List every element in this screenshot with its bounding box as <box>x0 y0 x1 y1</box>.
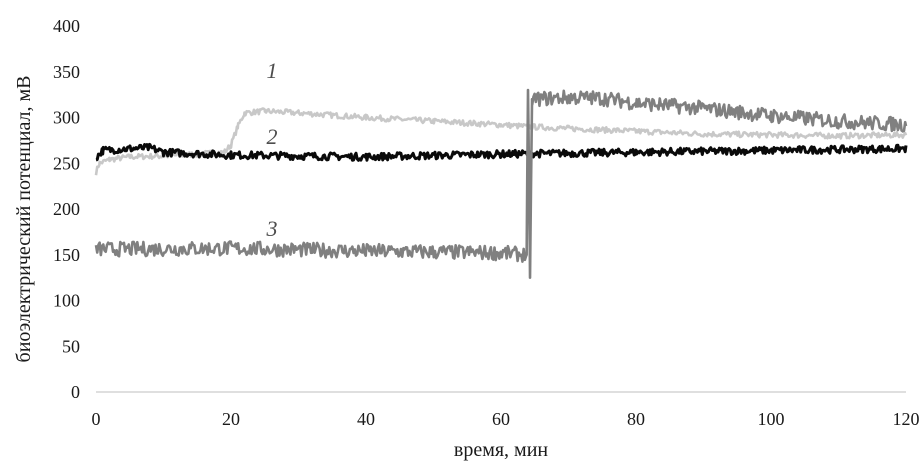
x-tick-label: 80 <box>627 409 645 429</box>
x-axis-ticks: 0 20 40 60 80 100 120 <box>92 409 920 429</box>
plot-lines <box>94 88 908 279</box>
y-tick-label: 150 <box>53 245 80 265</box>
y-tick-label: 100 <box>53 291 80 311</box>
y-tick-label: 0 <box>71 382 80 402</box>
y-axis-title: биоэлектрический потенциал, мВ <box>13 76 35 363</box>
y-tick-label: 400 <box>53 16 80 36</box>
curve-label-2: 2 <box>267 124 278 149</box>
series-line-3 <box>94 88 908 279</box>
x-tick-label: 100 <box>758 409 785 429</box>
x-tick-label: 120 <box>893 409 920 429</box>
series-line-1 <box>94 107 908 176</box>
curve-labels: 1 2 3 <box>266 58 278 241</box>
x-tick-label: 60 <box>492 409 510 429</box>
series-line-2 <box>95 142 908 162</box>
y-tick-label: 50 <box>62 336 80 356</box>
y-tick-label: 250 <box>53 153 80 173</box>
y-tick-label: 350 <box>53 62 80 82</box>
x-tick-label: 40 <box>357 409 375 429</box>
y-tick-label: 200 <box>53 199 80 219</box>
x-tick-label: 20 <box>222 409 240 429</box>
y-tick-label: 300 <box>53 108 80 128</box>
x-axis-title: время, мин <box>454 439 549 461</box>
curve-label-1: 1 <box>267 58 278 83</box>
y-axis-ticks: 0 50 100 150 200 250 300 350 400 <box>53 16 80 402</box>
curve-label-3: 3 <box>266 216 278 241</box>
x-tick-label: 0 <box>92 409 101 429</box>
